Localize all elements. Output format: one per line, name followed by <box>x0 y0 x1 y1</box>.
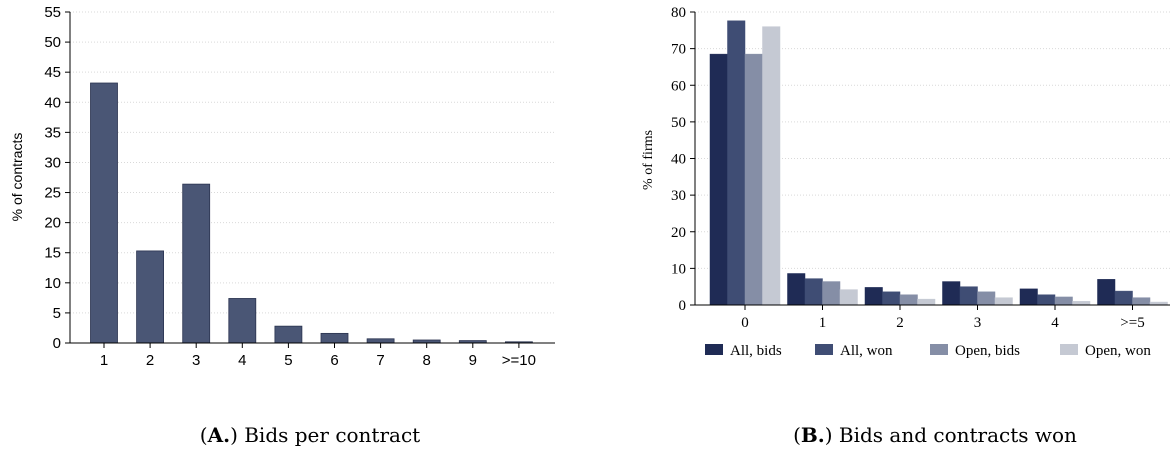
legend-swatch <box>930 344 948 355</box>
y-tick-label: 50 <box>671 115 686 131</box>
x-tick-label: 8 <box>423 352 431 369</box>
y-tick-label: 20 <box>44 215 61 232</box>
y-tick-label: 20 <box>671 225 686 241</box>
bar <box>942 281 961 306</box>
bar <box>182 183 211 344</box>
legend-label: All, bids <box>730 343 782 359</box>
x-tick-label: 5 <box>284 352 292 369</box>
bar <box>136 250 165 344</box>
legend-label: All, won <box>840 343 893 359</box>
x-tick-label: >=5 <box>1120 315 1144 331</box>
bar <box>994 297 1013 306</box>
y-tick-label: 45 <box>44 64 61 81</box>
legend-item: All, bids <box>705 343 782 359</box>
legend-swatch <box>815 344 833 355</box>
x-tick-label: 2 <box>896 315 904 331</box>
bar <box>709 53 728 306</box>
panel-a-y-axis-title: % of contracts <box>9 133 25 222</box>
panel-b-bars <box>709 20 1168 306</box>
x-tick-label: 3 <box>974 315 982 331</box>
bar <box>274 325 303 344</box>
y-tick-label: 0 <box>679 298 687 314</box>
bar <box>882 291 901 306</box>
y-tick-label: 15 <box>44 245 61 262</box>
panel-b-bids-and-contracts-won: 0 10 20 30 40 50 60 70 80 0 1 2 3 4 >=5 % of firms Al… <box>641 5 1170 447</box>
panel-b-caption: (B.) Bids and contracts won <box>793 423 1077 447</box>
y-tick-label: 30 <box>44 154 61 171</box>
y-tick-label: 40 <box>671 152 686 168</box>
bar <box>320 332 349 344</box>
bar <box>839 289 858 306</box>
bar <box>1072 301 1091 306</box>
legend-label: Open, won <box>1085 343 1151 359</box>
bar <box>787 273 806 306</box>
bar <box>917 298 936 306</box>
panel-b-gridlines <box>695 11 1170 269</box>
x-tick-label: 1 <box>819 315 827 331</box>
x-tick-label: >=10 <box>502 352 536 369</box>
bar <box>744 53 763 306</box>
bar <box>1054 296 1073 306</box>
bar <box>1097 279 1116 306</box>
x-tick-label: 9 <box>469 352 477 369</box>
x-tick-label: 4 <box>238 352 246 369</box>
x-tick-label: 3 <box>192 352 200 369</box>
y-tick-label: 60 <box>671 78 686 94</box>
y-tick-label: 35 <box>44 124 61 141</box>
panel-b-y-axis-title: % of firms <box>641 130 656 190</box>
bar <box>727 20 746 306</box>
legend-item: All, won <box>815 343 893 359</box>
y-tick-label: 10 <box>44 275 61 292</box>
x-tick-label: 4 <box>1051 315 1059 331</box>
bar <box>762 26 781 306</box>
panel-a-y-ticks: 0 5 10 15 20 25 30 35 40 45 50 55 <box>44 4 70 352</box>
bar <box>864 287 883 306</box>
panel-a-caption: (A.) Bids per contract <box>200 423 420 447</box>
panel-b-legend: All, bids All, won Open, bids Open, won <box>705 343 1151 359</box>
bar <box>1132 297 1151 306</box>
bar <box>228 298 257 344</box>
legend-item: Open, bids <box>930 343 1020 359</box>
y-tick-label: 70 <box>671 42 686 58</box>
y-tick-label: 40 <box>44 94 61 111</box>
y-tick-label: 10 <box>671 261 686 277</box>
y-tick-label: 25 <box>44 185 61 202</box>
panel-b-y-ticks: 0 10 20 30 40 50 60 70 80 <box>671 5 695 314</box>
y-tick-label: 50 <box>44 34 61 51</box>
y-tick-label: 0 <box>53 335 61 352</box>
legend-swatch <box>705 344 723 355</box>
x-tick-label: 7 <box>376 352 384 369</box>
bar <box>804 278 823 306</box>
legend-swatch <box>1060 344 1078 355</box>
bar <box>90 82 118 344</box>
y-tick-label: 55 <box>44 4 61 21</box>
bar <box>822 281 841 306</box>
bar <box>366 338 395 344</box>
legend-item: Open, won <box>1060 343 1151 359</box>
bar <box>1019 288 1038 306</box>
panel-a-x-ticks: 1 2 3 4 5 6 7 8 9 >=10 <box>100 343 536 369</box>
bar <box>1037 294 1056 306</box>
legend-label: Open, bids <box>955 343 1020 359</box>
panel-a-bars <box>90 82 533 344</box>
bar <box>1114 290 1133 306</box>
panel-b-x-ticks: 0 1 2 3 4 >=5 <box>741 305 1145 331</box>
x-tick-label: 2 <box>146 352 154 369</box>
bar <box>899 294 918 306</box>
x-tick-label: 1 <box>100 352 108 369</box>
bar <box>977 291 996 306</box>
x-tick-label: 6 <box>330 352 338 369</box>
x-tick-label: 0 <box>741 315 749 331</box>
y-tick-label: 5 <box>53 305 61 322</box>
y-tick-label: 80 <box>671 5 686 21</box>
bar <box>959 286 978 306</box>
y-tick-label: 30 <box>671 188 686 204</box>
